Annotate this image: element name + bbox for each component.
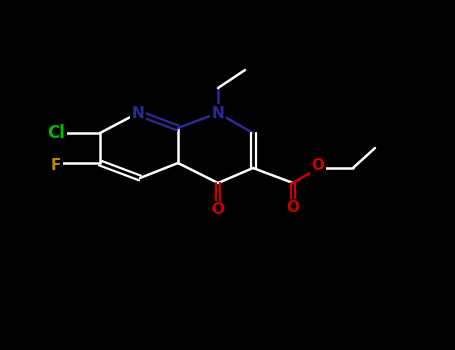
Text: N: N	[212, 105, 224, 120]
Text: O: O	[312, 159, 324, 174]
Text: O: O	[287, 201, 299, 216]
Text: N: N	[131, 105, 144, 120]
Text: O: O	[212, 203, 224, 217]
Text: F: F	[51, 158, 61, 173]
Text: Cl: Cl	[47, 124, 65, 142]
